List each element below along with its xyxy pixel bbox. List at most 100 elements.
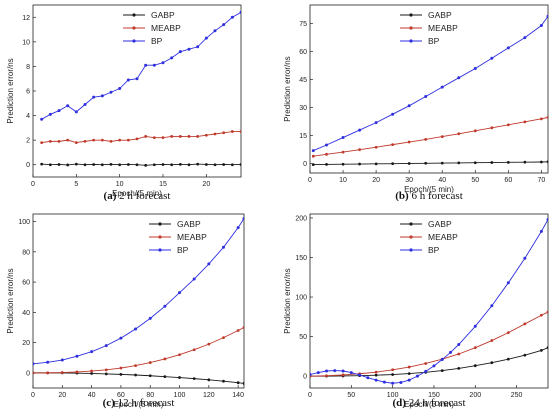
y-tick-label: 100 <box>295 295 307 302</box>
x-tick-label: 150 <box>428 392 440 399</box>
legend-marker <box>409 248 413 252</box>
chart-panel-3: 0 20 40 60 80 100 120 140 0 20 40 60 80 100 Epoch/(5 m… <box>6 213 245 409</box>
data-point <box>448 350 452 354</box>
data-point <box>126 163 130 166</box>
data-point <box>424 161 428 165</box>
data-point <box>311 149 315 153</box>
data-point <box>48 112 52 116</box>
data-point <box>407 162 411 165</box>
data-point <box>316 371 320 375</box>
data-point <box>325 369 329 373</box>
data-point <box>104 372 108 376</box>
data-point <box>207 262 211 266</box>
data-point <box>546 115 548 119</box>
x-tick-label: 20 <box>202 181 210 188</box>
series-line <box>310 311 548 377</box>
x-tick-label: 20 <box>372 177 380 184</box>
series-bp <box>40 10 241 121</box>
data-point <box>204 36 208 40</box>
y-axis-label: Prediction error/ns <box>6 58 15 123</box>
data-point <box>100 138 104 142</box>
x-tick-label: 15 <box>159 181 167 188</box>
legend-label: BP <box>151 36 163 46</box>
caption-letter: (b) <box>395 190 409 202</box>
data-point <box>119 336 123 340</box>
data-point <box>432 364 436 368</box>
y-tick-label: 100 <box>18 219 30 226</box>
data-point <box>221 245 225 249</box>
legend-label: BP <box>428 36 440 46</box>
data-point <box>90 369 94 373</box>
data-point <box>118 163 122 167</box>
data-point <box>100 94 104 98</box>
data-point <box>391 373 395 376</box>
x-tick-label: 5 <box>74 181 78 188</box>
data-point <box>349 371 353 375</box>
data-point <box>33 362 35 366</box>
data-point <box>523 353 527 357</box>
data-point <box>161 61 165 65</box>
x-tick-label: 0 <box>31 181 35 188</box>
data-point <box>213 163 217 167</box>
data-point <box>90 350 94 354</box>
data-point <box>399 380 403 384</box>
data-point <box>144 135 148 138</box>
data-point <box>148 316 152 320</box>
data-point <box>539 117 543 121</box>
data-point <box>144 63 148 67</box>
data-point <box>222 131 226 135</box>
data-point <box>40 141 44 145</box>
data-point <box>506 331 510 335</box>
data-point <box>239 163 241 166</box>
data-point <box>523 120 527 124</box>
series-line <box>313 116 548 157</box>
plot-frame <box>32 213 245 389</box>
x-axis-label: Epoch/(5 min) <box>114 400 164 409</box>
data-point <box>506 46 510 50</box>
data-point <box>196 135 200 138</box>
data-point <box>46 371 50 375</box>
data-point <box>424 138 428 141</box>
data-point <box>539 313 543 317</box>
data-point <box>178 162 182 166</box>
data-point <box>83 139 87 143</box>
legend-marker <box>158 248 162 252</box>
x-tick-label: 50 <box>347 392 355 399</box>
data-point <box>242 217 244 221</box>
y-tick-label: 60 <box>299 49 307 56</box>
chart-panel-1: 0 5 10 15 20 0 2 4 6 8 10 12 Epoch/(5 min) Prediction… <box>6 4 242 202</box>
legend-label: MEABP <box>151 23 181 33</box>
legend-label: MEABP <box>428 232 458 242</box>
data-point <box>415 374 419 378</box>
data-point <box>204 163 208 166</box>
data-point <box>374 162 378 166</box>
data-point <box>192 277 196 281</box>
series-gabp <box>310 346 548 378</box>
data-point <box>135 137 139 141</box>
y-tick-label: 2 <box>26 138 30 145</box>
data-point <box>187 47 191 51</box>
data-point <box>126 78 130 82</box>
data-point <box>178 50 182 54</box>
data-point <box>358 373 362 377</box>
data-point <box>192 377 196 381</box>
data-point <box>196 45 200 49</box>
y-tick-label: 8 <box>26 64 30 71</box>
data-point <box>490 361 494 365</box>
data-point <box>74 162 78 166</box>
data-point <box>213 132 217 136</box>
series-line <box>310 347 548 377</box>
panel-caption: (c) 12 h forecast <box>103 397 175 409</box>
data-point <box>457 352 461 356</box>
data-point <box>92 95 96 99</box>
data-point <box>104 344 108 348</box>
plot-frame <box>309 213 549 389</box>
data-point <box>366 376 370 380</box>
y-tick-label: 60 <box>22 280 30 287</box>
x-tick-label: 0 <box>31 392 35 399</box>
y-tick-label: 4 <box>26 113 30 120</box>
data-point <box>161 136 165 140</box>
data-point <box>74 141 78 145</box>
caption-letter: (a) <box>104 190 117 202</box>
data-point <box>473 324 477 328</box>
